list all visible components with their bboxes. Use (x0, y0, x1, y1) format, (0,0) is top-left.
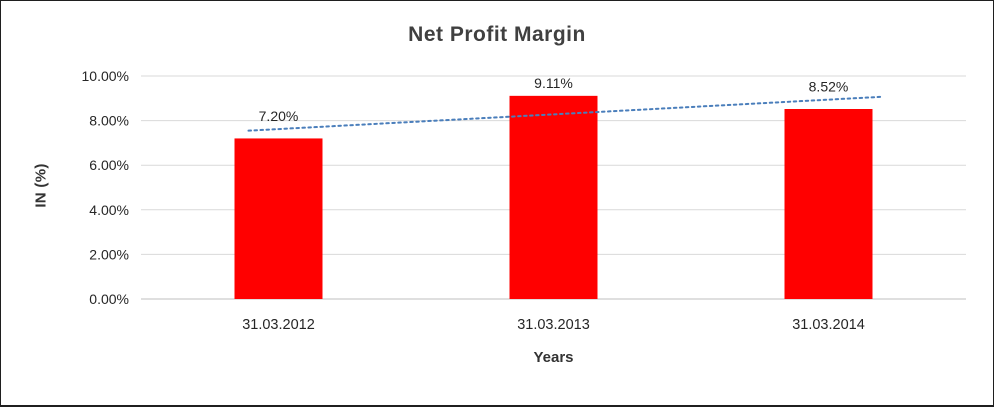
x-category-label: 31.03.2012 (242, 317, 315, 333)
y-tick-label: 0.00% (89, 291, 129, 307)
y-tick-label: 8.00% (89, 113, 129, 129)
data-label: 8.52% (809, 79, 849, 95)
bar (784, 109, 873, 299)
y-tick-label: 6.00% (89, 157, 129, 173)
data-label: 7.20% (259, 108, 299, 124)
y-tick-label: 10.00% (82, 68, 129, 84)
chart-title: Net Profit Margin (408, 23, 586, 46)
bar (234, 138, 323, 299)
data-label: 9.11% (534, 75, 573, 91)
x-category-label: 31.03.2013 (517, 317, 590, 333)
y-tick-label: 2.00% (89, 246, 129, 262)
trendline (247, 95, 885, 132)
y-tick-label: 4.00% (89, 202, 129, 218)
x-category-label: 31.03.2014 (792, 317, 865, 333)
x-axis-title: Years (533, 349, 574, 366)
bar (509, 95, 598, 299)
